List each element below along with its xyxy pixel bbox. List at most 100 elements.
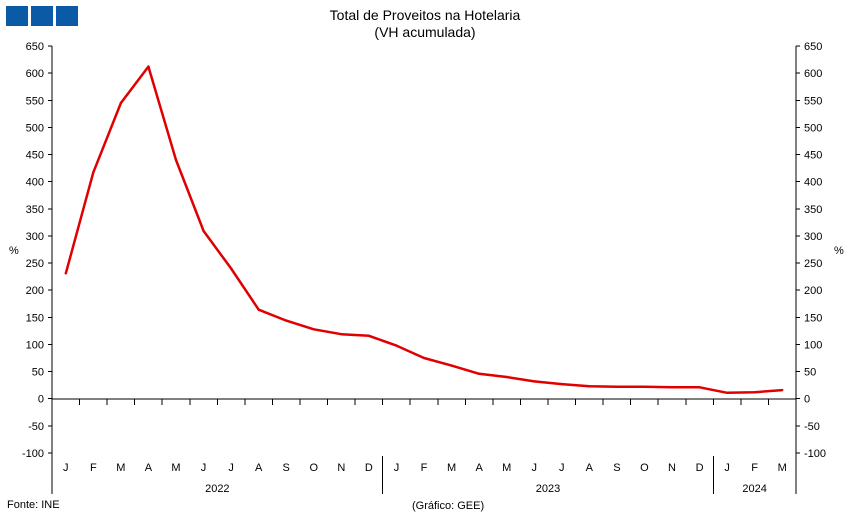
month-label: M — [116, 462, 125, 474]
month-label: M — [447, 462, 456, 474]
month-label: N — [668, 462, 676, 474]
tick-labels: -100 -100 -50 -50 0 0 50 50 100 100 150 150 200 200 25… — [22, 41, 826, 495]
data-point — [588, 385, 591, 388]
y-tick-label-left: 0 — [38, 394, 44, 406]
data-point — [422, 356, 426, 360]
y-tick-label-right: 200 — [804, 285, 822, 297]
y-tick-label-right: 150 — [804, 312, 822, 324]
y-tick-label-right: 350 — [804, 204, 822, 216]
month-label: O — [309, 462, 318, 474]
month-label: A — [475, 462, 483, 474]
y-tick-label-right: 50 — [804, 367, 816, 379]
month-label: J — [559, 462, 565, 474]
y-tick-label-left: 50 — [32, 367, 44, 379]
month-label: S — [613, 462, 620, 474]
data-point — [367, 334, 371, 337]
y-tick-label-left: 150 — [26, 312, 44, 324]
gee-logo — [6, 6, 78, 26]
data-point — [477, 372, 481, 375]
y-tick-label-right: 550 — [804, 95, 822, 107]
month-label: S — [283, 462, 290, 474]
month-label: F — [90, 462, 97, 474]
y-tick-label-right: 100 — [804, 339, 822, 351]
data-point — [64, 272, 67, 275]
month-label: F — [421, 462, 428, 474]
y-tick-label-left: 500 — [26, 122, 44, 134]
chart-subtitle: (VH acumulada) — [374, 24, 475, 40]
data-point — [257, 308, 260, 311]
data-point — [395, 344, 398, 347]
data-point — [450, 364, 453, 367]
logo-block — [31, 6, 53, 26]
y-tick-label-right: -50 — [804, 421, 820, 433]
series-line — [64, 65, 783, 395]
data-point — [92, 171, 95, 174]
data-point — [340, 332, 343, 336]
data-point — [725, 391, 729, 394]
month-label: J — [63, 462, 69, 474]
month-label: J — [394, 462, 400, 474]
axes — [48, 45, 800, 494]
month-label: A — [145, 462, 153, 474]
y-tick-label-left: 400 — [26, 177, 44, 189]
month-label: O — [640, 462, 649, 474]
y-tick-label-left: -50 — [28, 421, 44, 433]
month-label: J — [228, 462, 234, 474]
logo-block — [56, 6, 78, 26]
data-point — [698, 386, 701, 389]
data-point — [285, 319, 288, 322]
year-label: 2024 — [742, 483, 766, 495]
month-label: A — [586, 462, 594, 474]
y-tick-label-left: 550 — [26, 95, 44, 107]
data-point — [147, 65, 150, 68]
data-point — [202, 229, 205, 233]
y-tick-label-left: 350 — [26, 204, 44, 216]
y-tick-label-right: 400 — [804, 177, 822, 189]
y-tick-label-left: 300 — [26, 231, 44, 243]
month-label: M — [171, 462, 180, 474]
month-label: A — [255, 462, 263, 474]
y-tick-label-right: -100 — [804, 448, 826, 460]
y-tick-label-right: 450 — [804, 150, 822, 162]
month-label: N — [337, 462, 345, 474]
logo-block — [6, 6, 28, 26]
y-axis-label-left: % — [9, 245, 19, 257]
month-label: J — [201, 462, 207, 474]
series-group — [64, 65, 784, 395]
data-point — [643, 385, 646, 388]
source-note: Fonte: INE — [7, 499, 60, 511]
month-label: F — [751, 462, 758, 474]
month-label: J — [724, 462, 730, 474]
y-tick-label-left: 600 — [26, 68, 44, 80]
y-tick-label-left: 650 — [26, 41, 44, 53]
data-point — [670, 386, 674, 389]
y-tick-label-left: -100 — [22, 448, 44, 460]
y-tick-label-right: 500 — [804, 122, 822, 134]
y-tick-label-left: 100 — [26, 339, 44, 351]
data-point — [781, 388, 784, 392]
y-tick-label-right: 650 — [804, 41, 822, 53]
data-point — [615, 385, 619, 388]
year-label: 2023 — [536, 483, 560, 495]
y-axis-label-right: % — [834, 245, 844, 257]
data-point — [560, 382, 563, 386]
data-point — [533, 380, 536, 383]
data-point — [229, 267, 233, 270]
data-point — [312, 328, 315, 331]
month-label: M — [502, 462, 511, 474]
data-point — [174, 158, 178, 162]
chart-credit: (Gráfico: GEE) — [412, 500, 485, 512]
month-label: D — [365, 462, 373, 474]
month-label: J — [531, 462, 537, 474]
chart-title: Total de Proveitos na Hotelaria — [330, 7, 521, 23]
data-point — [119, 101, 123, 105]
month-label: M — [778, 462, 787, 474]
y-tick-label-left: 250 — [26, 258, 44, 270]
data-point — [753, 391, 756, 394]
y-tick-label-right: 300 — [804, 231, 822, 243]
y-tick-label-right: 600 — [804, 68, 822, 80]
month-label: D — [696, 462, 704, 474]
y-tick-label-left: 200 — [26, 285, 44, 297]
y-tick-label-right: 0 — [804, 394, 810, 406]
